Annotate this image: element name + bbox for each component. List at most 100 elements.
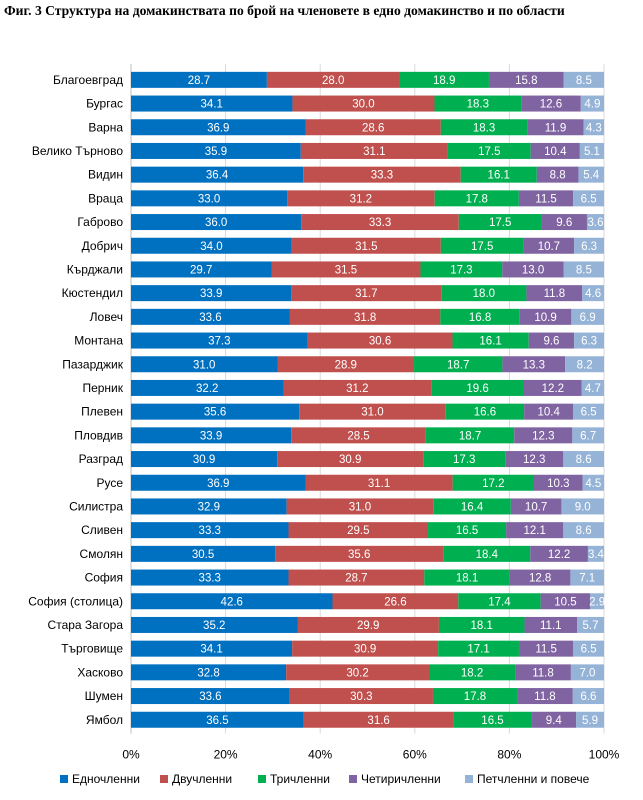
bar-segment — [514, 427, 573, 444]
bar-segment — [424, 569, 510, 586]
data-label: 29.7 — [190, 264, 212, 276]
data-label: 31.1 — [368, 478, 390, 490]
category-label: Варна — [88, 120, 123, 134]
bar-segment — [581, 379, 604, 396]
legend-swatch[interactable] — [349, 775, 357, 783]
bar-segment — [433, 498, 511, 515]
legend-label[interactable]: Петчленни и повече — [477, 772, 590, 786]
bar-segment — [536, 166, 579, 183]
data-label: 30.9 — [354, 644, 376, 656]
bar-segment — [571, 308, 604, 325]
bar-segment — [563, 451, 604, 468]
legend-swatch[interactable] — [60, 775, 68, 783]
category-label: Враца — [88, 191, 123, 205]
bar-segment — [528, 332, 575, 349]
data-label: 3.6 — [587, 217, 603, 229]
data-label: 16.1 — [488, 170, 510, 182]
data-label: 30.3 — [350, 691, 372, 703]
bar-segment — [131, 119, 306, 136]
bar-segment — [266, 71, 400, 88]
data-label: 28.5 — [347, 430, 369, 442]
legend[interactable]: Едночленни Двучленни Тричленни Четиричленни… — [60, 772, 590, 786]
bar-segment — [399, 71, 489, 88]
bar-segment — [288, 522, 429, 539]
legend-swatch[interactable] — [160, 775, 168, 783]
data-label: 3.4 — [588, 549, 605, 561]
bar-segment — [438, 640, 519, 657]
bar-segment — [579, 142, 604, 159]
data-label: 42.6 — [221, 596, 243, 608]
bar-segment — [131, 379, 284, 396]
x-axis-ticks: 0% 20% 40% 60% 80% 100% — [122, 748, 619, 762]
data-label: 16.1 — [479, 336, 501, 348]
data-label: 6.5 — [581, 407, 597, 419]
data-label: 16.6 — [474, 407, 496, 419]
data-label: 4.7 — [585, 383, 601, 395]
data-label: 29.9 — [357, 620, 379, 632]
bar-segment — [524, 403, 574, 420]
bar-segment — [530, 545, 588, 562]
bar-segment — [428, 522, 507, 539]
bar-segment — [131, 569, 289, 586]
bar-segment — [526, 285, 583, 302]
data-label: 10.3 — [547, 478, 569, 490]
bar-segment — [131, 356, 278, 373]
data-label: 18.4 — [476, 549, 499, 561]
bar-segment — [577, 616, 604, 633]
data-label: 13.3 — [523, 359, 545, 371]
bar-segment — [299, 403, 446, 420]
data-label: 18.7 — [447, 359, 469, 371]
bar-segment — [131, 664, 287, 681]
bar-segment — [541, 214, 587, 231]
bar-segment — [131, 308, 290, 325]
data-label: 30.0 — [352, 99, 374, 111]
data-label: 17.2 — [482, 478, 504, 490]
data-label: 18.2 — [461, 667, 483, 679]
bar-segment — [307, 332, 453, 349]
bar-segment — [505, 451, 564, 468]
category-label: Силистра — [69, 499, 123, 513]
legend-label[interactable]: Четиричленни — [361, 772, 441, 786]
data-label: 10.9 — [534, 312, 556, 324]
bar-segment — [283, 379, 432, 396]
bar-segment — [131, 71, 267, 88]
data-label: 4.5 — [585, 478, 601, 490]
data-label: 17.3 — [450, 264, 472, 276]
value-labels: 28.7 28.0 18.9 15.8 8.5 34.1 30.0 18.3 12.6 4.9 36… — [188, 75, 605, 727]
data-label: 17.8 — [466, 193, 488, 205]
data-label: 10.7 — [525, 501, 547, 513]
bar-segment — [131, 214, 302, 231]
legend-label[interactable]: Едночленни — [72, 772, 140, 786]
data-label: 12.8 — [529, 573, 551, 585]
data-label: 34.1 — [201, 99, 223, 111]
data-label: 33.3 — [369, 217, 391, 229]
bar-segment — [527, 119, 584, 136]
bar-segment — [440, 308, 520, 325]
legend-swatch[interactable] — [465, 775, 473, 783]
data-label: 35.6 — [348, 549, 370, 561]
category-label: Кюстендил — [62, 286, 123, 300]
bar-segment — [578, 166, 604, 183]
bar-segment — [414, 356, 503, 373]
category-label: Перник — [82, 381, 123, 395]
data-label: 31.8 — [354, 312, 376, 324]
bar-segment — [423, 451, 506, 468]
data-label: 11.8 — [532, 667, 554, 679]
bar-segment — [518, 190, 574, 207]
bar-segment — [574, 237, 604, 254]
bar-segment — [565, 356, 604, 373]
legend-swatch[interactable] — [258, 775, 266, 783]
data-label: 2.9 — [589, 596, 605, 608]
data-label: 32.8 — [197, 667, 219, 679]
data-label: 4.3 — [586, 122, 602, 134]
bar-segment — [561, 498, 604, 515]
data-label: 16.4 — [461, 501, 484, 513]
data-label: 16.5 — [481, 715, 503, 727]
data-label: 16.8 — [469, 312, 491, 324]
data-label: 17.1 — [467, 644, 489, 656]
category-label: Шумен — [85, 689, 123, 703]
legend-label[interactable]: Тричленни — [270, 772, 330, 786]
legend-label[interactable]: Двучленни — [172, 772, 232, 786]
bar-segment — [292, 95, 435, 112]
data-label: 30.6 — [369, 336, 391, 348]
